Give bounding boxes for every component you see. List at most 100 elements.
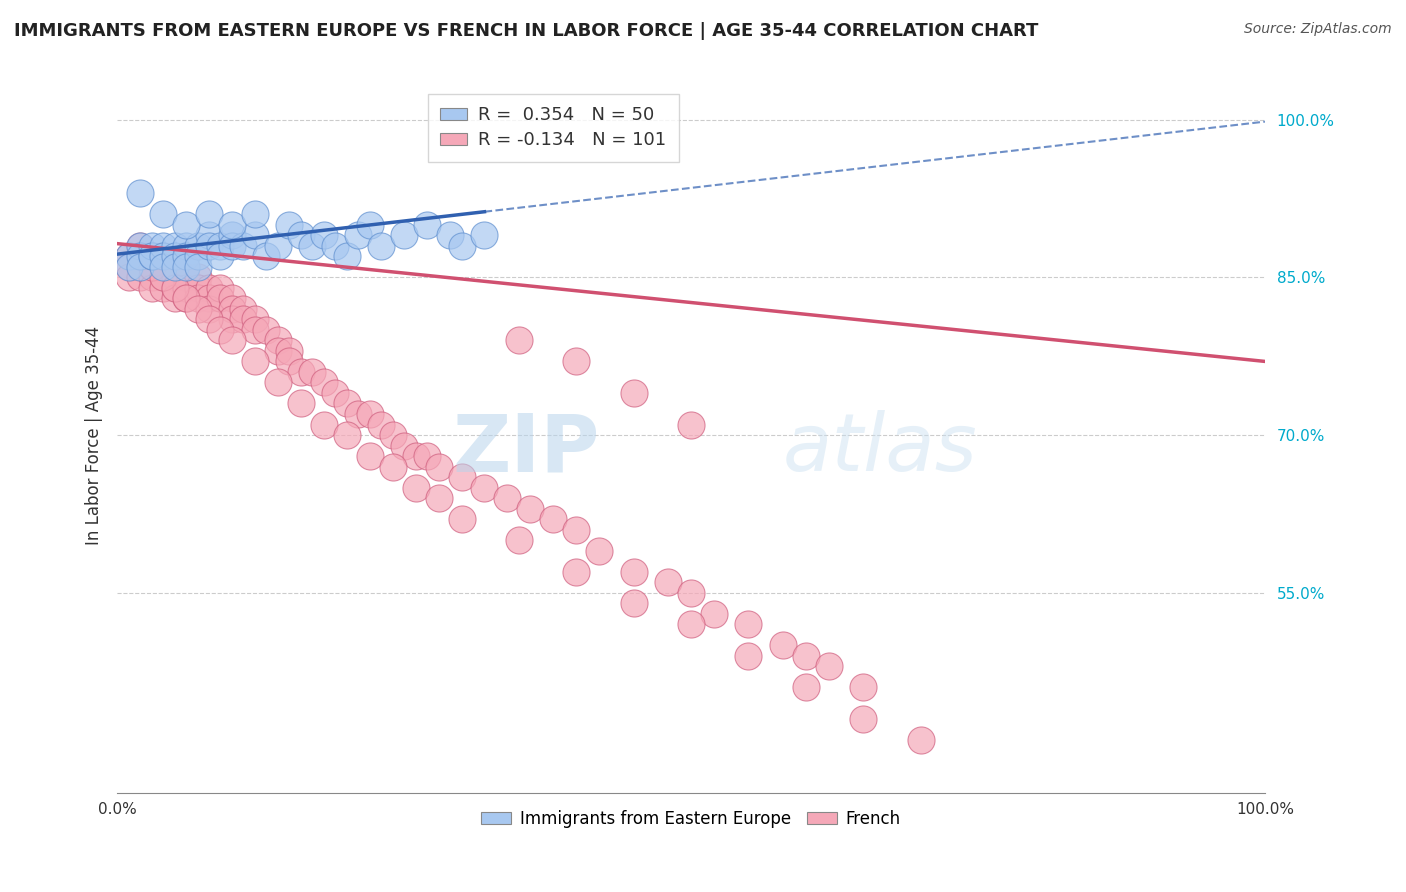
Point: [129, 238, 152, 252]
Point: [152, 260, 174, 274]
Point: [186, 301, 208, 316]
Point: [152, 270, 174, 285]
Point: [118, 249, 141, 263]
Point: [323, 386, 346, 401]
Point: [474, 481, 496, 495]
Point: [278, 343, 301, 358]
Point: [794, 681, 817, 695]
Point: [243, 207, 266, 221]
Point: [267, 238, 290, 252]
Point: [496, 491, 519, 505]
Point: [439, 228, 461, 243]
Point: [681, 586, 703, 600]
Point: [817, 659, 839, 673]
Point: [174, 260, 197, 274]
Point: [370, 238, 392, 252]
Point: [141, 270, 163, 285]
Point: [152, 249, 174, 263]
Y-axis label: In Labor Force | Age 35-44: In Labor Force | Age 35-44: [86, 326, 103, 545]
Legend: Immigrants from Eastern Europe, French: Immigrants from Eastern Europe, French: [475, 803, 907, 834]
Point: [174, 238, 197, 252]
Point: [508, 334, 530, 348]
Point: [152, 238, 174, 252]
Point: [910, 733, 932, 747]
Point: [737, 617, 759, 632]
Point: [209, 323, 232, 337]
Point: [290, 228, 312, 243]
Point: [336, 249, 359, 263]
Point: [254, 249, 277, 263]
Point: [416, 449, 439, 463]
Point: [152, 270, 174, 285]
Point: [852, 681, 875, 695]
Point: [209, 238, 232, 252]
Point: [427, 491, 450, 505]
Point: [588, 543, 610, 558]
Point: [267, 343, 290, 358]
Point: [681, 417, 703, 432]
Point: [359, 218, 381, 232]
Point: [221, 238, 243, 252]
Point: [370, 417, 392, 432]
Point: [198, 281, 221, 295]
Point: [163, 260, 186, 274]
Point: [347, 407, 370, 421]
Point: [565, 354, 588, 368]
Point: [141, 260, 163, 274]
Point: [174, 281, 197, 295]
Point: [141, 249, 163, 263]
Point: [450, 238, 472, 252]
Point: [703, 607, 725, 621]
Point: [186, 249, 208, 263]
Point: [152, 249, 174, 263]
Point: [623, 565, 645, 579]
Point: [198, 238, 221, 252]
Point: [772, 639, 794, 653]
Point: [278, 354, 301, 368]
Point: [681, 617, 703, 632]
Point: [174, 270, 197, 285]
Point: [301, 238, 323, 252]
Point: [243, 323, 266, 337]
Point: [312, 376, 335, 390]
Point: [163, 238, 186, 252]
Point: [508, 533, 530, 548]
Point: [267, 334, 290, 348]
Point: [186, 238, 208, 252]
Point: [221, 228, 243, 243]
Point: [405, 449, 427, 463]
Point: [152, 281, 174, 295]
Point: [221, 218, 243, 232]
Point: [141, 249, 163, 263]
Point: [427, 459, 450, 474]
Point: [336, 428, 359, 442]
Point: [152, 260, 174, 274]
Point: [141, 281, 163, 295]
Point: [312, 417, 335, 432]
Point: [232, 301, 254, 316]
Point: [198, 228, 221, 243]
Point: [794, 648, 817, 663]
Point: [290, 396, 312, 410]
Point: [118, 249, 141, 263]
Point: [221, 301, 243, 316]
Point: [623, 386, 645, 401]
Point: [381, 428, 404, 442]
Point: [657, 575, 679, 590]
Text: Source: ZipAtlas.com: Source: ZipAtlas.com: [1244, 22, 1392, 37]
Point: [347, 228, 370, 243]
Point: [565, 523, 588, 537]
Point: [392, 439, 415, 453]
Point: [174, 218, 197, 232]
Point: [336, 396, 359, 410]
Point: [118, 260, 141, 274]
Point: [209, 281, 232, 295]
Point: [198, 207, 221, 221]
Point: [243, 354, 266, 368]
Point: [118, 270, 141, 285]
Point: [174, 291, 197, 305]
Point: [565, 565, 588, 579]
Point: [359, 449, 381, 463]
Point: [163, 249, 186, 263]
Text: IMMIGRANTS FROM EASTERN EUROPE VS FRENCH IN LABOR FORCE | AGE 35-44 CORRELATION : IMMIGRANTS FROM EASTERN EUROPE VS FRENCH…: [14, 22, 1039, 40]
